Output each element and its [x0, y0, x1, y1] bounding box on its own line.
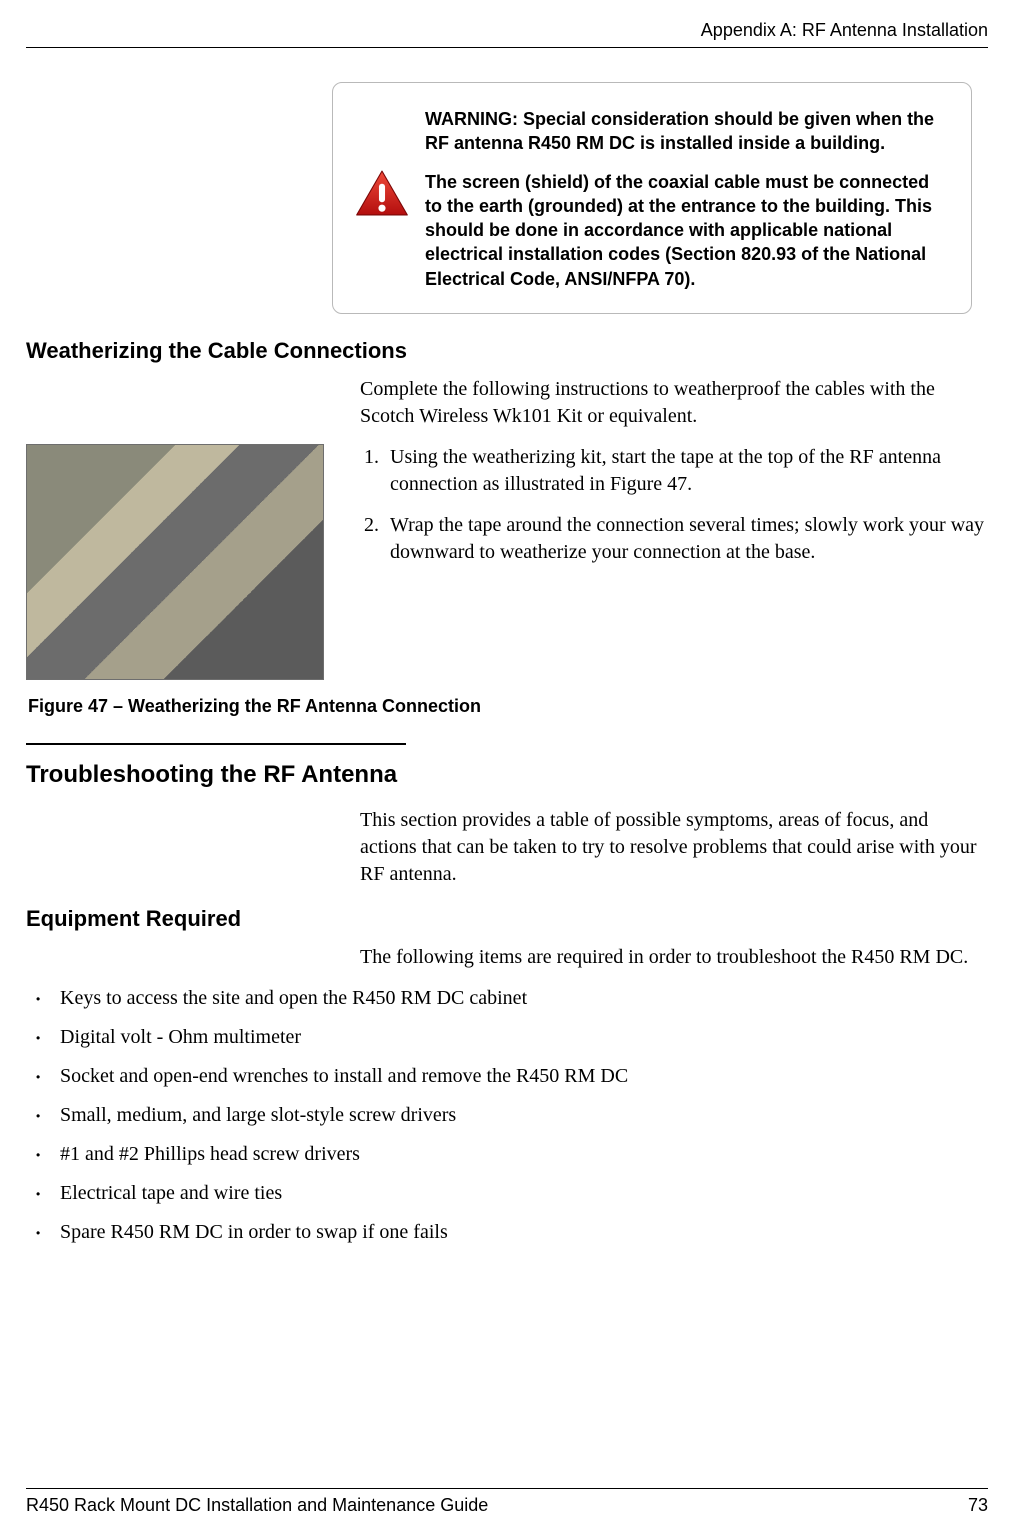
header-rule [26, 47, 988, 48]
equipment-item: Electrical tape and wire ties [50, 1180, 988, 1207]
equipment-item: Spare R450 RM DC in order to swap if one… [50, 1219, 988, 1246]
weatherizing-step-2: Wrap the tape around the connection seve… [384, 512, 988, 566]
equipment-intro: The following items are required in orde… [360, 944, 988, 971]
figure-47-image [26, 444, 324, 680]
footer-page-number: 73 [968, 1495, 988, 1516]
header-appendix-label: Appendix A: RF Antenna Installation [26, 20, 988, 41]
weatherizing-body: Using the weatherizing kit, start the ta… [26, 444, 988, 680]
equipment-item: Socket and open-end wrenches to install … [50, 1063, 988, 1090]
equipment-list: Keys to access the site and open the R45… [26, 985, 988, 1246]
heading-equipment-required: Equipment Required [26, 906, 988, 932]
weatherizing-step-1: Using the weatherizing kit, start the ta… [384, 444, 988, 498]
warning-text-block: WARNING: Special consideration should be… [425, 107, 945, 291]
weatherizing-intro: Complete the following instructions to w… [360, 376, 988, 430]
equipment-item: Small, medium, and large slot-style scre… [50, 1102, 988, 1129]
footer-doc-title: R450 Rack Mount DC Installation and Main… [26, 1495, 488, 1516]
heading-weatherizing: Weatherizing the Cable Connections [26, 338, 988, 364]
troubleshooting-intro: This section provides a table of possibl… [360, 807, 988, 888]
footer-rule [26, 1488, 988, 1489]
equipment-item: #1 and #2 Phillips head screw drivers [50, 1141, 988, 1168]
heading-troubleshooting: Troubleshooting the RF Antenna [26, 761, 988, 789]
section-rule [26, 743, 406, 745]
warning-callout: WARNING: Special consideration should be… [332, 82, 972, 314]
page: Appendix A: RF Antenna Installation WARN… [0, 0, 1014, 1534]
warning-paragraph-1: WARNING: Special consideration should be… [425, 107, 945, 156]
warning-triangle-icon [355, 169, 409, 217]
equipment-item: Keys to access the site and open the R45… [50, 985, 988, 1012]
figure-47-caption: Figure 47 – Weatherizing the RF Antenna … [28, 696, 988, 717]
weatherizing-steps: Using the weatherizing kit, start the ta… [358, 444, 988, 580]
equipment-item: Digital volt - Ohm multimeter [50, 1024, 988, 1051]
warning-paragraph-2: The screen (shield) of the coaxial cable… [425, 170, 945, 291]
page-footer: R450 Rack Mount DC Installation and Main… [26, 1488, 988, 1516]
